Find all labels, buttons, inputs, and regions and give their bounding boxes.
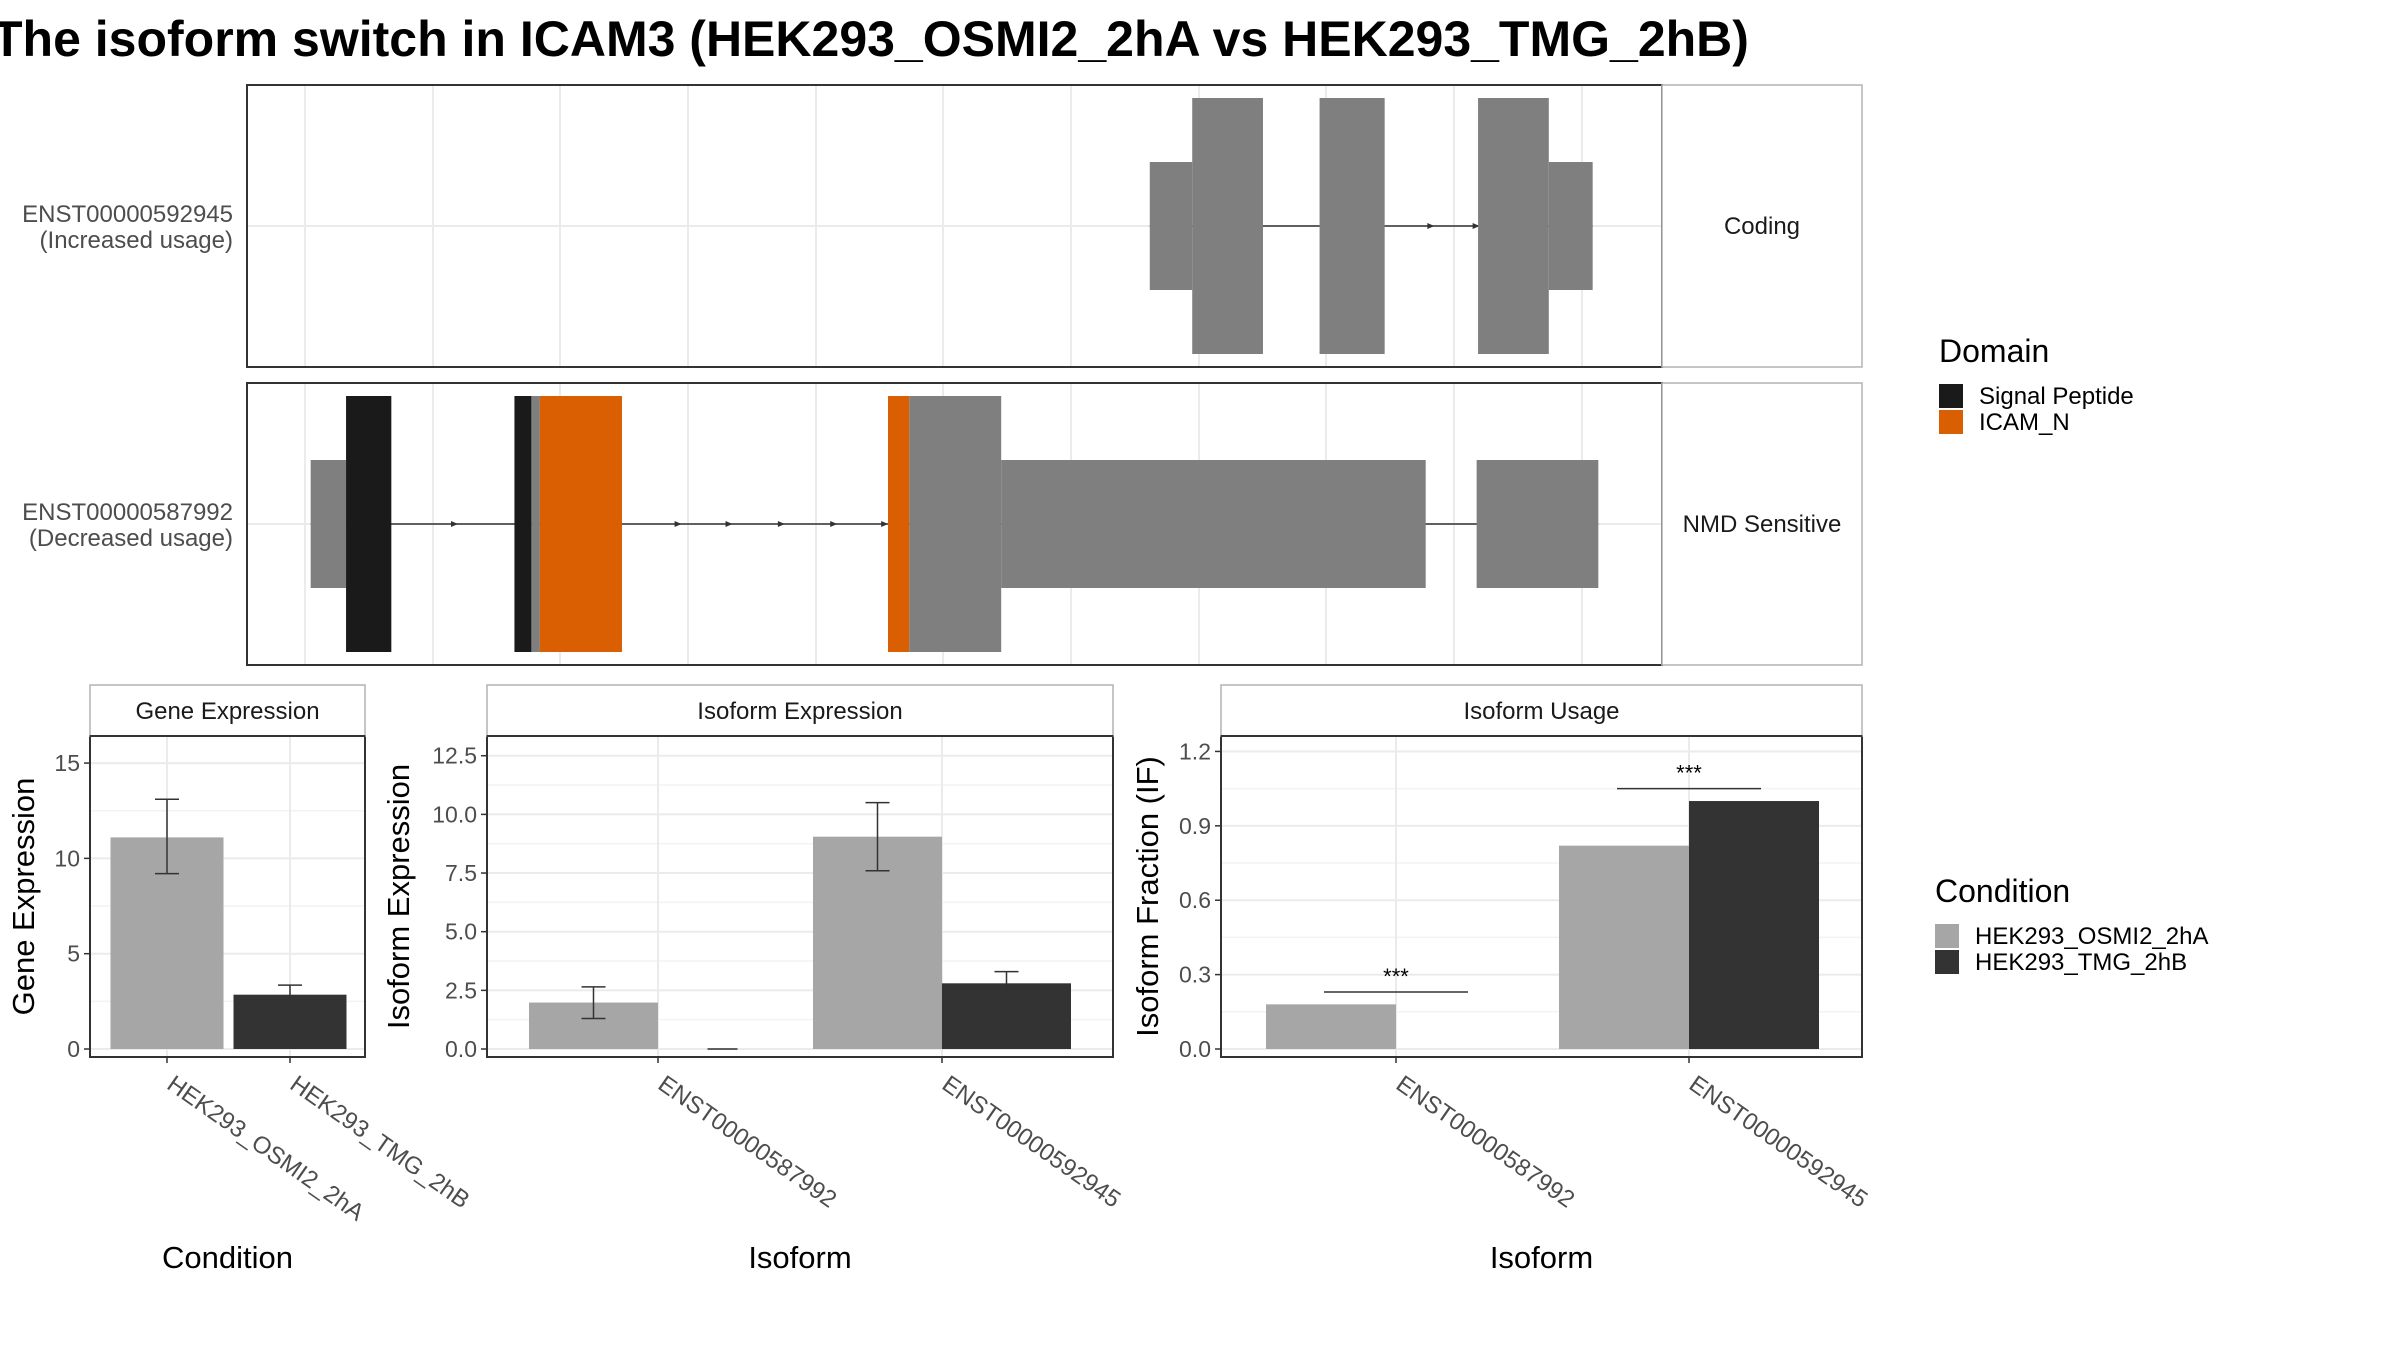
error-bar	[581, 986, 606, 1020]
legend-title: Domain	[1939, 333, 2049, 369]
transcript-usage-label: (Decreased usage)	[29, 525, 233, 552]
x-tick-label: ENST00000587992	[1391, 1070, 1579, 1213]
signal-peptide-exon	[514, 396, 532, 652]
icam-n-exon	[539, 396, 622, 652]
transcript-track: NMD Sensitive ENST00000587992(Decreased u…	[22, 382, 1863, 666]
bar	[1559, 845, 1689, 1049]
legend-title: Condition	[1935, 873, 2070, 909]
utr-exon	[1001, 460, 1426, 588]
chart-strip	[89, 684, 366, 737]
intron-arrow	[830, 521, 838, 527]
coding-exon	[909, 396, 1002, 652]
y-tick-label: 15	[54, 750, 80, 776]
coding-exon	[1478, 98, 1549, 354]
y-tick-label: 0.0	[445, 1036, 477, 1062]
chart-strip	[486, 684, 1114, 737]
utr-exon	[310, 460, 347, 588]
significance-label: ***	[1383, 964, 1409, 989]
coding-exon	[531, 396, 540, 652]
legend-label: HEK293_OSMI2_2hA	[1975, 923, 2208, 950]
x-axis-title: Isoform	[1490, 1240, 1593, 1275]
transcript-id-label: ENST00000587992	[22, 499, 233, 526]
chart-title: Isoform Usage	[1463, 698, 1619, 725]
y-tick-label: 1.2	[1179, 738, 1211, 764]
bar	[1689, 801, 1819, 1049]
y-tick-label: 5	[67, 941, 80, 967]
chart-title: Gene Expression	[135, 698, 319, 725]
y-tick-label: 0.0	[1179, 1036, 1211, 1062]
coding-exon	[1319, 98, 1385, 354]
y-tick-label: 10	[54, 845, 80, 871]
intron-arrow	[1472, 223, 1480, 229]
icam-n-exon	[887, 396, 910, 652]
y-tick-label: 12.5	[432, 743, 477, 769]
legend-label: ICAM_N	[1979, 409, 2070, 436]
figure-title: The isoform switch in ICAM3 (HEK293_OSMI…	[0, 11, 1749, 67]
chart-panel: *** *** Isoform Usage 0.0 0.3 0.6 0.9 1.2 ENST00…	[1130, 684, 1872, 1275]
transcript-tracks: Coding ENST00000592945(Increased usage) NM…	[22, 84, 1863, 666]
utr-exon	[1476, 460, 1599, 588]
y-axis-title: Gene Expression	[6, 778, 41, 1016]
y-axis-title: Isoform Fraction (IF)	[1130, 756, 1165, 1037]
x-tick-label: ENST00000587992	[653, 1070, 841, 1213]
y-tick-label: 0.6	[1179, 887, 1211, 913]
y-tick-label: 2.5	[445, 977, 477, 1003]
y-tick-label: 5.0	[445, 919, 477, 945]
chart-strip	[1220, 684, 1863, 737]
track-strip	[1661, 84, 1863, 368]
y-tick-label: 0.9	[1179, 813, 1211, 839]
track-strip-label: Coding	[1724, 213, 1800, 240]
bar	[1266, 1004, 1396, 1049]
y-axis-title: Isoform Expression	[381, 764, 416, 1029]
intron-arrow	[881, 521, 889, 527]
intron-arrow	[674, 521, 682, 527]
y-tick-label: 0.3	[1179, 962, 1211, 988]
x-tick-label: ENST00000592945	[937, 1070, 1125, 1213]
intron-arrow	[725, 521, 733, 527]
x-tick-label: ENST00000592945	[1684, 1070, 1872, 1213]
x-tick-label: HEK293_OSMI2_2hA	[162, 1070, 369, 1226]
transcript-track: Coding ENST00000592945(Increased usage)	[22, 84, 1863, 368]
x-axis-title: Isoform	[748, 1240, 851, 1275]
error-bar	[155, 798, 179, 875]
y-tick-label: 0	[67, 1036, 80, 1062]
track-strip	[1661, 382, 1863, 666]
legend-label: HEK293_TMG_2hB	[1975, 949, 2187, 976]
transcript-usage-label: (Increased usage)	[40, 227, 233, 254]
error-bar	[994, 970, 1019, 996]
error-bar	[865, 801, 890, 872]
transcript-id-label: ENST00000592945	[22, 201, 233, 228]
chart-title: Isoform Expression	[697, 698, 902, 725]
significance-label: ***	[1676, 761, 1702, 786]
legend-swatch	[1935, 924, 1959, 948]
x-axis-title: Condition	[162, 1240, 293, 1275]
coding-exon	[1192, 98, 1263, 354]
legend-swatch	[1939, 410, 1963, 434]
bar	[813, 836, 942, 1049]
intron-arrow	[777, 521, 785, 527]
bar-charts: Gene Expression051015HEK293_OSMI2_2hAHEK…	[6, 684, 1872, 1275]
intron-arrow	[451, 521, 459, 527]
chart-panel: Isoform Expression 0.0 2.5 5.0 7.5 10.0 12.5 EN…	[381, 684, 1125, 1275]
y-tick-label: 10.0	[432, 801, 477, 827]
legend-swatch	[1935, 950, 1959, 974]
error-bar	[278, 984, 302, 1005]
legend-label: Signal Peptide	[1979, 383, 2134, 410]
y-tick-label: 7.5	[445, 860, 477, 886]
utr-exon	[1149, 162, 1193, 290]
intron-arrow	[1427, 223, 1435, 229]
track-strip-label: NMD Sensitive	[1683, 511, 1842, 538]
legend-swatch	[1939, 384, 1963, 408]
signal-peptide-exon	[346, 396, 392, 652]
utr-exon	[1548, 162, 1593, 290]
